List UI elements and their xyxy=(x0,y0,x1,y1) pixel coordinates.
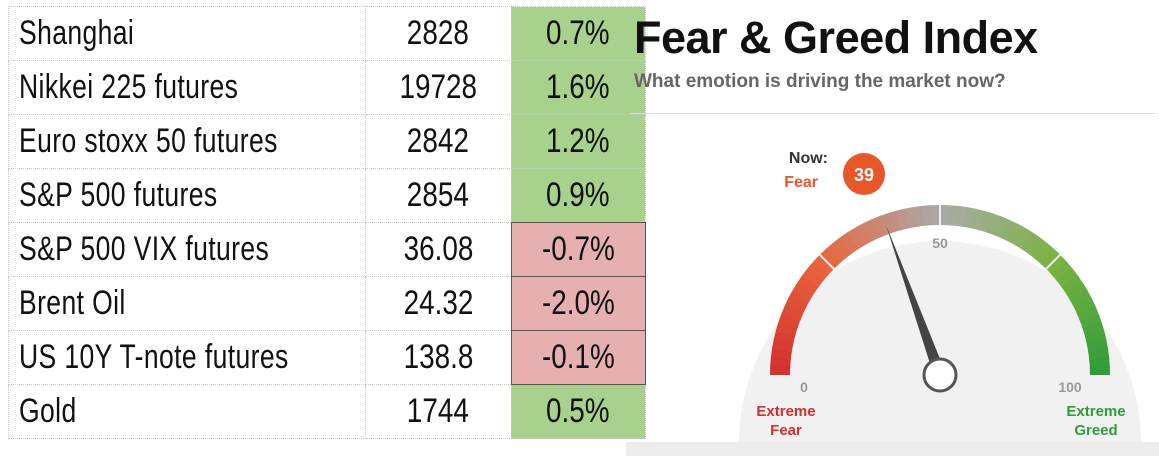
change-percent: 1.2% xyxy=(546,122,610,160)
extreme-greed-label-line2: Greed xyxy=(1074,422,1117,439)
change-cell: -0.1% xyxy=(510,330,646,385)
price-value: 36.08 xyxy=(403,230,474,268)
instrument-name-cell: S&P 500 VIX futures xyxy=(8,222,366,277)
change-cell: 0.5% xyxy=(510,384,646,439)
price-cell: 2854 xyxy=(364,168,512,223)
instrument-name-cell: Gold xyxy=(8,384,366,439)
fear-greed-panel: Fear & Greed Index What emotion is drivi… xyxy=(626,0,1159,456)
table-row: US 10Y T-note futures 138.8 -0.1% xyxy=(8,330,646,385)
instrument-name-cell: S&P 500 futures xyxy=(8,168,366,223)
fear-greed-subtitle: What emotion is driving the market now? xyxy=(634,71,1006,92)
change-percent: -0.7% xyxy=(541,230,615,268)
change-percent: 0.7% xyxy=(546,14,610,52)
price-value: 138.8 xyxy=(403,338,474,376)
price-value: 19728 xyxy=(399,68,477,106)
market-table-body: Shanghai 2828 0.7% Nikkei 225 futures 19728 1… xyxy=(8,6,646,439)
change-cell: 0.7% xyxy=(510,6,646,61)
instrument-name: Euro stoxx 50 futures xyxy=(19,122,278,160)
scale-min-label: 0 xyxy=(800,379,808,395)
scale-max-label: 100 xyxy=(1058,379,1082,395)
table-row: Brent Oil 24.32 -2.0% xyxy=(8,276,646,331)
fear-greed-gauge: 0 50 100 Extreme Fear Extreme Greed Now:… xyxy=(739,150,1141,442)
change-percent: 0.5% xyxy=(546,392,610,430)
price-value: 24.32 xyxy=(403,284,474,322)
instrument-name-cell: Shanghai xyxy=(8,6,366,61)
instrument-name: US 10Y T-note futures xyxy=(19,338,289,376)
instrument-name: S&P 500 futures xyxy=(19,176,218,214)
change-cell: -2.0% xyxy=(510,276,646,331)
value-badge-text: 39 xyxy=(854,165,874,185)
extreme-greed-label-line1: Extreme xyxy=(1066,403,1125,420)
extreme-fear-label-line1: Extreme xyxy=(756,403,815,420)
value-badge xyxy=(843,153,885,195)
change-percent: 0.9% xyxy=(546,176,610,214)
price-value: 2842 xyxy=(407,122,470,160)
change-percent: 1.6% xyxy=(546,68,610,106)
instrument-name: S&P 500 VIX futures xyxy=(19,230,270,268)
gauge-background xyxy=(739,241,1141,442)
now-label: Now: xyxy=(789,150,828,167)
table-row: Shanghai 2828 0.7% xyxy=(8,6,646,61)
needle-pointer xyxy=(885,224,945,376)
instrument-name: Nikkei 225 futures xyxy=(19,68,239,106)
extreme-fear-label-line2: Fear xyxy=(770,422,802,439)
price-cell: 24.32 xyxy=(364,276,512,331)
change-cell: 0.9% xyxy=(510,168,646,223)
instrument-name: Brent Oil xyxy=(19,284,126,322)
instrument-name-cell: US 10Y T-note futures xyxy=(8,330,366,385)
fear-greed-title: Fear & Greed Index xyxy=(634,12,1038,63)
table-row: Euro stoxx 50 futures 2842 1.2% xyxy=(8,114,646,169)
price-value: 1744 xyxy=(407,392,470,430)
price-cell: 2828 xyxy=(364,6,512,61)
change-cell: -0.7% xyxy=(510,222,646,277)
bottom-bar xyxy=(626,442,1159,456)
table-row: Gold 1744 0.5% xyxy=(8,384,646,439)
price-cell: 36.08 xyxy=(364,222,512,277)
change-percent: -2.0% xyxy=(541,284,615,322)
instrument-name: Shanghai xyxy=(19,14,135,52)
gauge-arc-group xyxy=(770,204,1111,376)
instrument-name-cell: Euro stoxx 50 futures xyxy=(8,114,366,169)
price-cell: 138.8 xyxy=(364,330,512,385)
instrument-name-cell: Nikkei 225 futures xyxy=(8,60,366,115)
gauge-needle xyxy=(885,224,945,376)
instrument-name: Gold xyxy=(19,392,77,430)
gauge-tick xyxy=(818,253,836,271)
table-row: S&P 500 futures 2854 0.9% xyxy=(8,168,646,223)
price-cell: 1744 xyxy=(364,384,512,439)
scale-mid-label: 50 xyxy=(932,235,948,251)
instrument-name-cell: Brent Oil xyxy=(8,276,366,331)
divider xyxy=(630,113,1155,114)
needle-hub xyxy=(922,357,958,393)
price-cell: 19728 xyxy=(364,60,512,115)
now-status-label: Fear xyxy=(784,174,818,191)
price-value: 2854 xyxy=(407,176,470,214)
table-row: S&P 500 VIX futures 36.08 -0.7% xyxy=(8,222,646,277)
change-percent: -0.1% xyxy=(541,338,615,376)
gauge-tick xyxy=(1044,253,1062,271)
change-cell: 1.6% xyxy=(510,60,646,115)
table-row: Nikkei 225 futures 19728 1.6% xyxy=(8,60,646,115)
market-table: Shanghai 2828 0.7% Nikkei 225 futures 19728 1… xyxy=(8,6,646,439)
price-value: 2828 xyxy=(407,14,470,52)
price-cell: 2842 xyxy=(364,114,512,169)
